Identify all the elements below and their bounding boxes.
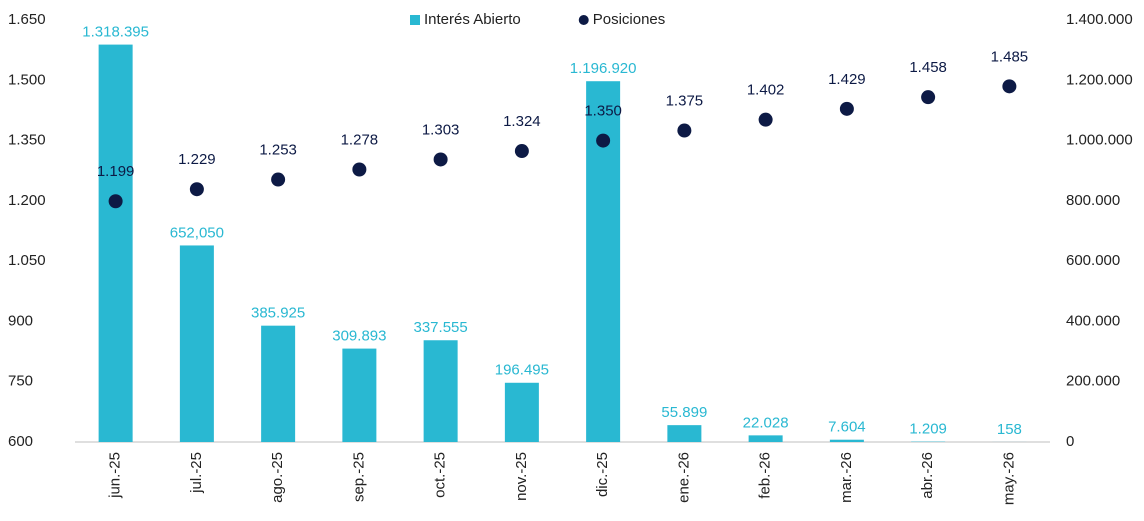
y2-tick-label: 0 bbox=[1066, 433, 1074, 450]
dot bbox=[108, 194, 123, 209]
bar-value-label: 7.604 bbox=[828, 419, 866, 436]
x-tick-label: jun.-25 bbox=[107, 452, 124, 499]
bar-value-label: 652,050 bbox=[170, 224, 224, 241]
y2-tick-label: 400.000 bbox=[1066, 312, 1120, 329]
dot bbox=[514, 144, 529, 159]
dot-value-label: 1.375 bbox=[666, 92, 704, 109]
dot bbox=[189, 182, 204, 197]
bar-value-label: 1.318.395 bbox=[82, 24, 149, 41]
dot-value-label: 1.350 bbox=[584, 103, 622, 120]
y2-tick-label: 800.000 bbox=[1066, 192, 1120, 209]
y-tick-label: 1.650 bbox=[8, 11, 46, 28]
bar bbox=[748, 435, 783, 442]
legend-label: Posiciones bbox=[593, 11, 666, 28]
bar bbox=[667, 425, 702, 442]
x-tick-label: may.-26 bbox=[1000, 452, 1017, 505]
dot-value-label: 1.429 bbox=[828, 71, 866, 88]
dot-value-label: 1.199 bbox=[97, 163, 135, 180]
dot bbox=[352, 162, 367, 177]
y-tick-label: 1.200 bbox=[8, 192, 46, 209]
dot bbox=[433, 152, 448, 167]
x-tick-label: ago.-25 bbox=[269, 452, 286, 503]
x-tick-label: ene.-26 bbox=[675, 452, 692, 503]
dot-value-label: 1.303 bbox=[422, 121, 460, 138]
x-tick-label: jul.-25 bbox=[188, 452, 205, 494]
x-tick-label: abr.-26 bbox=[919, 452, 936, 499]
dot-value-label: 1.324 bbox=[503, 113, 541, 130]
bar bbox=[261, 325, 296, 442]
bar-value-label: 22.028 bbox=[743, 414, 789, 431]
y-tick-label: 750 bbox=[8, 373, 33, 390]
x-tick-label: feb.-26 bbox=[757, 452, 774, 499]
bar-value-label: 1.209 bbox=[909, 421, 947, 438]
bar-value-label: 309.893 bbox=[332, 328, 386, 345]
bar-value-label: 55.899 bbox=[661, 404, 707, 421]
y-tick-label: 900 bbox=[8, 312, 33, 329]
dot bbox=[1002, 79, 1017, 94]
bar-value-label: 385.925 bbox=[251, 305, 305, 322]
dot bbox=[596, 133, 611, 148]
y2-tick-label: 1.000.000 bbox=[1066, 132, 1133, 149]
bar-value-label: 337.555 bbox=[414, 319, 468, 336]
x-tick-label: sep.-25 bbox=[350, 452, 367, 502]
bar-value-label: 1.196.920 bbox=[570, 60, 637, 77]
dot-value-label: 1.485 bbox=[991, 48, 1029, 65]
bar-value-label: 196.495 bbox=[495, 362, 549, 379]
bar bbox=[504, 382, 539, 442]
y-tick-label: 1.500 bbox=[8, 71, 46, 88]
bar-value-label: 158 bbox=[997, 421, 1022, 438]
dot-value-label: 1.402 bbox=[747, 82, 785, 99]
x-tick-label: dic.-25 bbox=[594, 452, 611, 497]
y-tick-label: 1.050 bbox=[8, 252, 46, 269]
y2-tick-label: 1.400.000 bbox=[1066, 11, 1133, 28]
legend-swatch bbox=[410, 15, 420, 25]
legend-swatch bbox=[578, 15, 589, 25]
dot-value-label: 1.278 bbox=[341, 131, 379, 148]
x-tick-label: nov.-25 bbox=[513, 452, 530, 501]
dot bbox=[839, 101, 854, 116]
y2-tick-label: 200.000 bbox=[1066, 373, 1120, 390]
x-tick-label: oct.-25 bbox=[432, 452, 449, 498]
dot-value-label: 1.229 bbox=[178, 151, 216, 168]
dot-value-label: 1.458 bbox=[909, 59, 947, 76]
bar bbox=[179, 245, 214, 442]
dot bbox=[921, 90, 936, 105]
y-tick-label: 1.350 bbox=[8, 132, 46, 149]
y-tick-label: 600 bbox=[8, 433, 33, 450]
legend-label: Interés Abierto bbox=[424, 11, 521, 28]
dot-value-label: 1.253 bbox=[259, 142, 297, 159]
dot bbox=[758, 112, 773, 127]
bar bbox=[342, 348, 377, 442]
bar bbox=[423, 340, 458, 442]
bar bbox=[829, 439, 864, 442]
y2-tick-label: 600.000 bbox=[1066, 252, 1120, 269]
dot bbox=[677, 123, 692, 138]
bar bbox=[98, 44, 133, 442]
x-tick-label: mar.-26 bbox=[838, 452, 855, 503]
dot bbox=[271, 172, 286, 187]
y2-tick-label: 1.200.000 bbox=[1066, 71, 1133, 88]
